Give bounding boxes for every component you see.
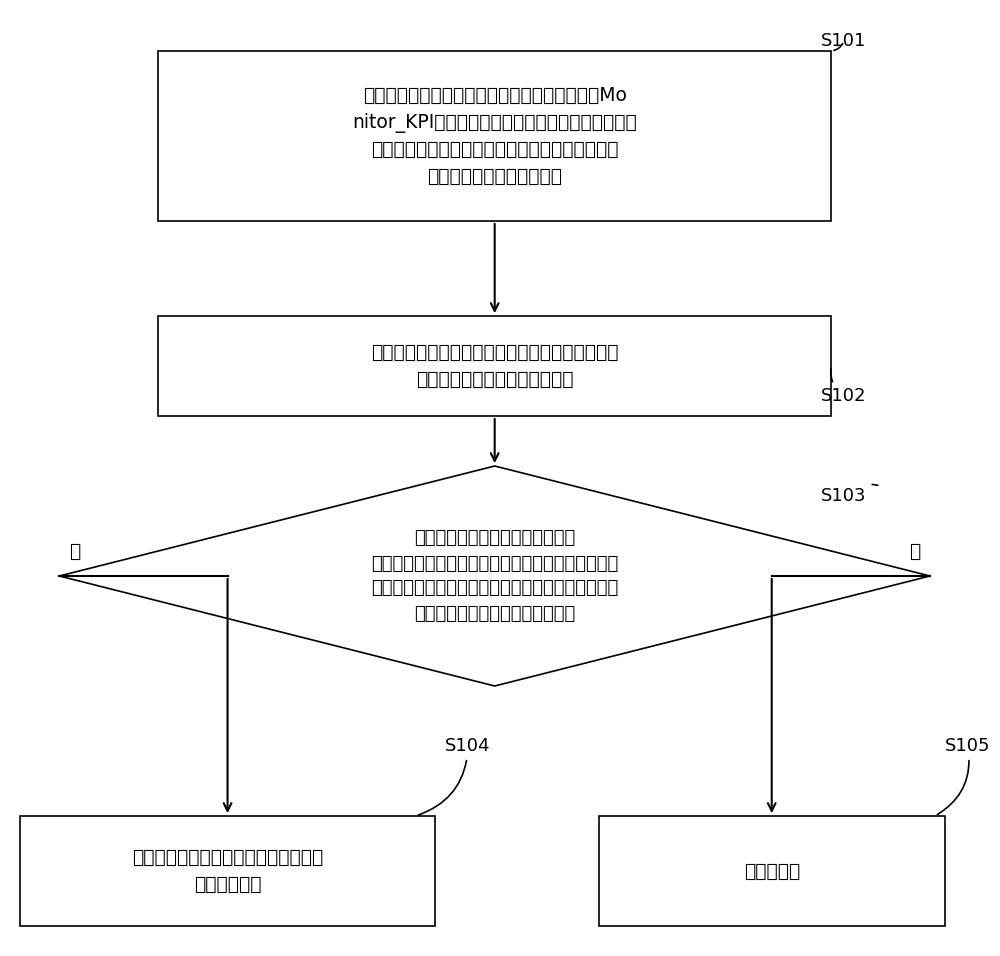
Text: 根据满足的监控阈值条件所对应的告警
级别进行告警: 根据满足的监控阈值条件所对应的告警 级别进行告警 bbox=[132, 848, 323, 894]
FancyBboxPatch shape bbox=[158, 51, 831, 221]
Text: S103: S103 bbox=[821, 485, 878, 505]
FancyBboxPatch shape bbox=[599, 816, 945, 926]
Polygon shape bbox=[59, 466, 930, 686]
Text: S104: S104 bbox=[418, 737, 491, 815]
Text: S105: S105 bbox=[937, 737, 990, 815]
Text: 否: 否 bbox=[909, 542, 920, 561]
Text: S102: S102 bbox=[821, 369, 867, 405]
Text: 不进行告警: 不进行告警 bbox=[744, 861, 800, 880]
Text: 根据监控策略配置信息中的监控类别，获取每个监
控类别对应的监控点的监控数据: 根据监控策略配置信息中的监控类别，获取每个监 控类别对应的监控点的监控数据 bbox=[371, 343, 618, 389]
Text: 根据每个监控类别对应的监控点的
监控数据，分别判断每个监控类别对应的监控点的监
控数据是否满足监控策略配置信息中设定的相应监控
类别对应的监控点的监控阈值条件: 根据每个监控类别对应的监控点的 监控数据，分别判断每个监控类别对应的监控点的监 … bbox=[371, 530, 618, 622]
Text: S101: S101 bbox=[821, 32, 867, 51]
FancyBboxPatch shape bbox=[20, 816, 435, 926]
FancyBboxPatch shape bbox=[158, 316, 831, 416]
Text: 获取监控策略配置信息，监控策略配置信息通过Mo
nitor_KPI设置的不同预定监控类别的监控策略，监
控类别基于告警级别、告警时段和监控点对应的告
警区域中的: 获取监控策略配置信息，监控策略配置信息通过Mo nitor_KPI设置的不同预定… bbox=[352, 86, 637, 185]
Text: 是: 是 bbox=[69, 542, 81, 561]
